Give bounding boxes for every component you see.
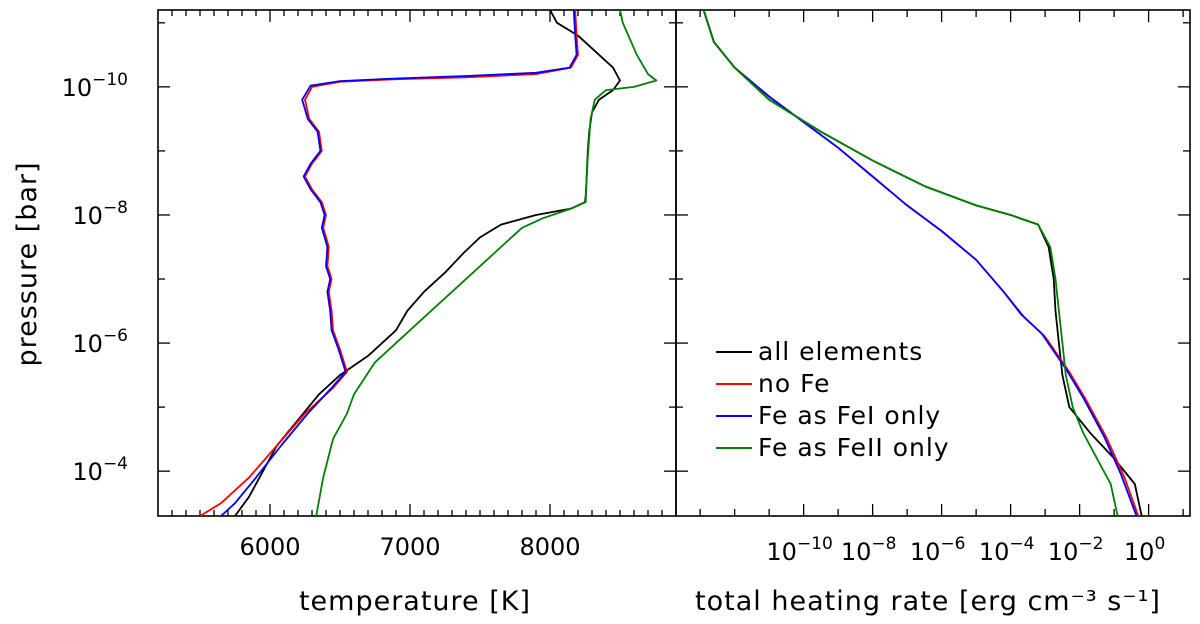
temperature-axis-title: temperature [K] — [299, 586, 531, 617]
y-tick-label: 10−4 — [72, 454, 128, 486]
temperature-panel: 10−10 10−8 10−6 10−4 6000 7000 8000 — [62, 9, 677, 561]
heating-rate-line-fe-as-feii-only — [702, 10, 1119, 516]
temperature-line-fe-as-fei-only — [220, 10, 578, 516]
legend: all elements no Fe Fe as FeI only Fe as FeI… — [716, 337, 950, 462]
y-tick-label: 10−10 — [62, 70, 128, 102]
legend-label: Fe as FeI only — [758, 401, 941, 430]
x-tick-label: 10−10 — [766, 534, 832, 566]
heating-rate-panel-frame — [675, 9, 1191, 517]
y-tick-label: 10−8 — [72, 198, 128, 230]
x-tick-label: 8000 — [519, 533, 580, 561]
x-tick-label: 10−4 — [979, 534, 1035, 566]
x-tick-label: 10−8 — [841, 534, 897, 566]
x-tick-label: 10−2 — [1048, 534, 1104, 566]
x-tick-label: 6000 — [239, 533, 300, 561]
heating-rate-axis-title: total heating rate [erg cm⁻³ s⁻¹] — [695, 586, 1161, 617]
temperature-line-all-elements — [234, 10, 621, 516]
x-tick-label: 7000 — [379, 533, 440, 561]
x-tick-label: 10−6 — [910, 534, 966, 566]
x-tick-label: 100 — [1124, 534, 1165, 566]
pressure-axis-title: pressure [bar] — [12, 161, 43, 366]
y-tick-label: 10−6 — [72, 326, 128, 358]
temperature-line-no-fe — [199, 10, 579, 516]
legend-label: all elements — [758, 337, 923, 366]
temperature-panel-frame — [157, 9, 677, 517]
temperature-line-fe-as-feii-only — [315, 10, 658, 516]
heating-rate-line-fe-as-fei-only — [702, 10, 1138, 516]
heating-rate-panel: 10−10 10−8 10−6 10−4 10−2 100 all elements no F… — [675, 9, 1191, 566]
legend-label: Fe as FeII only — [758, 433, 950, 462]
legend-label: no Fe — [758, 369, 830, 398]
